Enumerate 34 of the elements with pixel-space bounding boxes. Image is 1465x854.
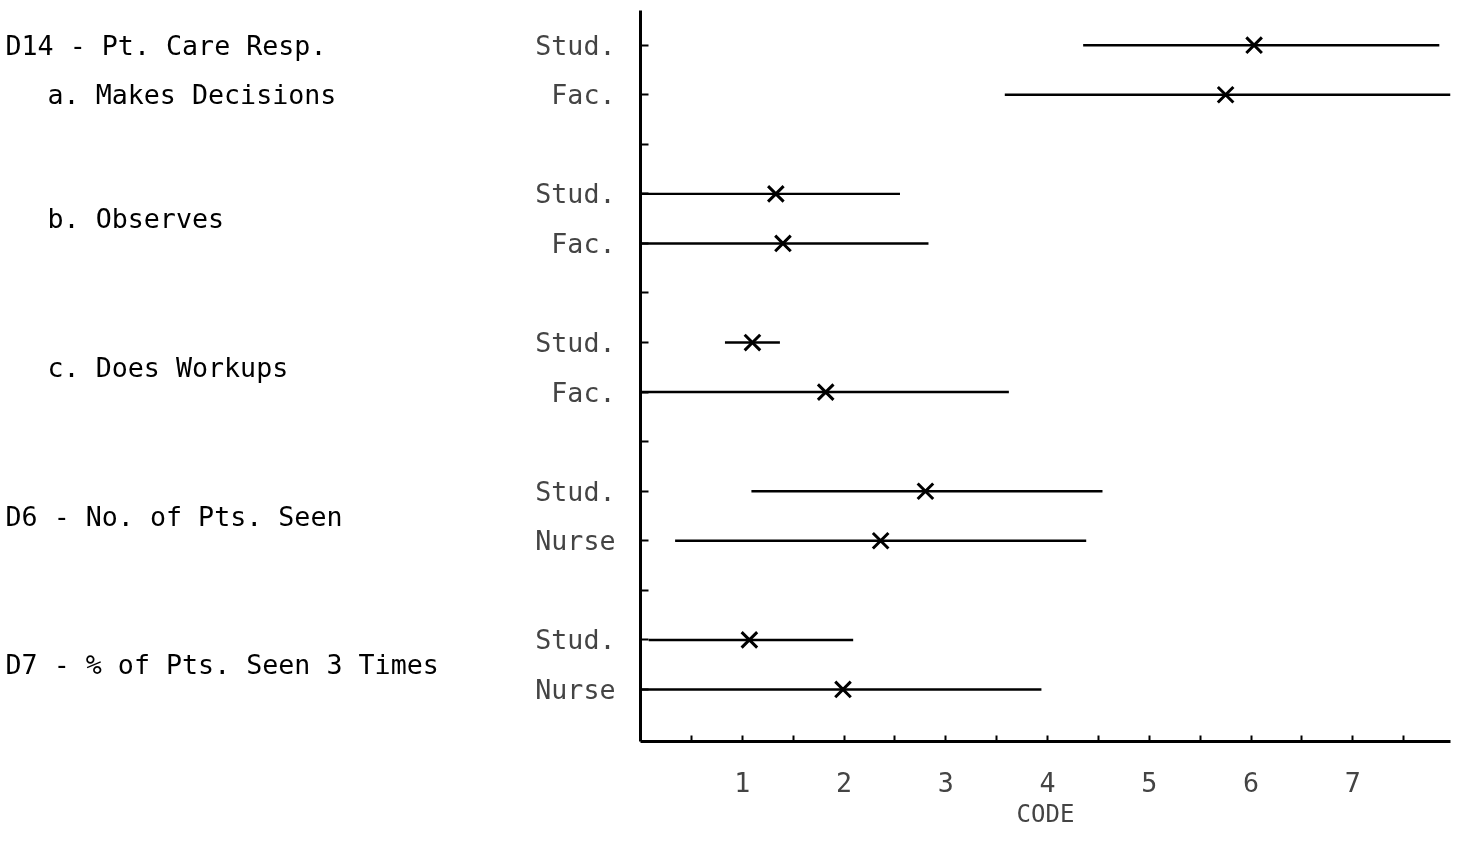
- point: [833, 680, 853, 699]
- y-tick-label: Nurse: [535, 525, 616, 557]
- x-tick-label: 1: [734, 766, 751, 798]
- point: [1216, 85, 1235, 105]
- text: a. Makes Decisions: [47, 79, 337, 111]
- y-tick-label: Fac.: [551, 79, 616, 111]
- text: b. Observes: [47, 203, 225, 235]
- text: D7 - % of Pts. Seen 3 Times: [5, 649, 439, 681]
- x-tick-label: 4: [1039, 766, 1056, 798]
- text: c. Does Workups: [47, 351, 289, 383]
- point: [816, 382, 835, 402]
- point: [773, 234, 793, 253]
- y-tick-label: Stud.: [535, 327, 616, 359]
- point: [916, 481, 935, 501]
- y-tick-label: Fac.: [551, 227, 616, 259]
- x-tick-label: 5: [1141, 766, 1158, 798]
- y-tick-label: Stud.: [535, 475, 616, 507]
- y-tick-label: Stud.: [535, 178, 616, 210]
- point: [766, 184, 786, 204]
- x-axis-title: CODE: [1016, 799, 1075, 828]
- point: [743, 333, 762, 352]
- y-tick-label: Stud.: [535, 29, 616, 61]
- x-tick-label: 7: [1344, 766, 1361, 798]
- y-tick-label: Nurse: [535, 673, 616, 705]
- y-tick-label: Fac.: [551, 376, 616, 408]
- x-tick-label: 3: [937, 766, 954, 798]
- x-tick-label: 2: [835, 766, 853, 798]
- point: [871, 531, 890, 551]
- y-tick-label: Stud.: [535, 624, 616, 656]
- point: [740, 630, 759, 650]
- x-tick-label: 6: [1243, 766, 1260, 798]
- point: [1244, 35, 1264, 55]
- text: D6 - No. of Pts. Seen: [5, 500, 343, 532]
- text: D14 - Pt. Care Resp.: [5, 29, 327, 61]
